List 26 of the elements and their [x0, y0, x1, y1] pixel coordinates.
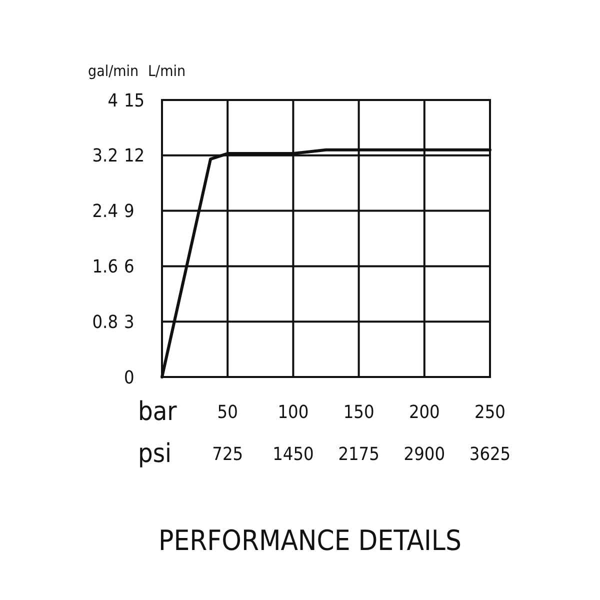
y2-tick-label: 0.8: [92, 312, 118, 333]
x2-tick-label: 1450: [272, 444, 314, 465]
y-tick-label: 3: [124, 312, 134, 333]
x2-tick-label: 725: [212, 444, 244, 465]
y-tick-label: 0: [124, 367, 134, 388]
x2-tick-label: 2900: [404, 444, 445, 465]
y2-tick-label: 2.4: [92, 201, 118, 222]
x-tick-label: 250: [474, 402, 506, 423]
y-tick-label: 12: [124, 146, 145, 167]
x-axis-title: bar: [138, 397, 178, 427]
x2-tick-label: 3625: [469, 444, 511, 465]
x2-axis-title: psi: [138, 439, 172, 469]
y2-tick-label: 4: [108, 90, 118, 112]
y-axis-title: L/min: [148, 62, 186, 80]
y2-tick-label: 1.6: [92, 256, 118, 278]
y2-axis-title: gal/min: [88, 62, 139, 80]
x-tick-label: 150: [343, 402, 374, 423]
text: PERFORMANCE DETAILS: [158, 524, 462, 557]
y-tick-label: 15: [124, 90, 145, 112]
x-tick-label: 100: [278, 402, 309, 423]
y-tick-label: 6: [124, 256, 134, 278]
x2-tick-label: 2175: [338, 444, 380, 465]
y2-tick-label: 3.2: [92, 146, 118, 167]
x-tick-label: 50: [217, 402, 238, 423]
x-tick-label: 200: [408, 402, 440, 423]
y-tick-label: 9: [124, 201, 134, 222]
